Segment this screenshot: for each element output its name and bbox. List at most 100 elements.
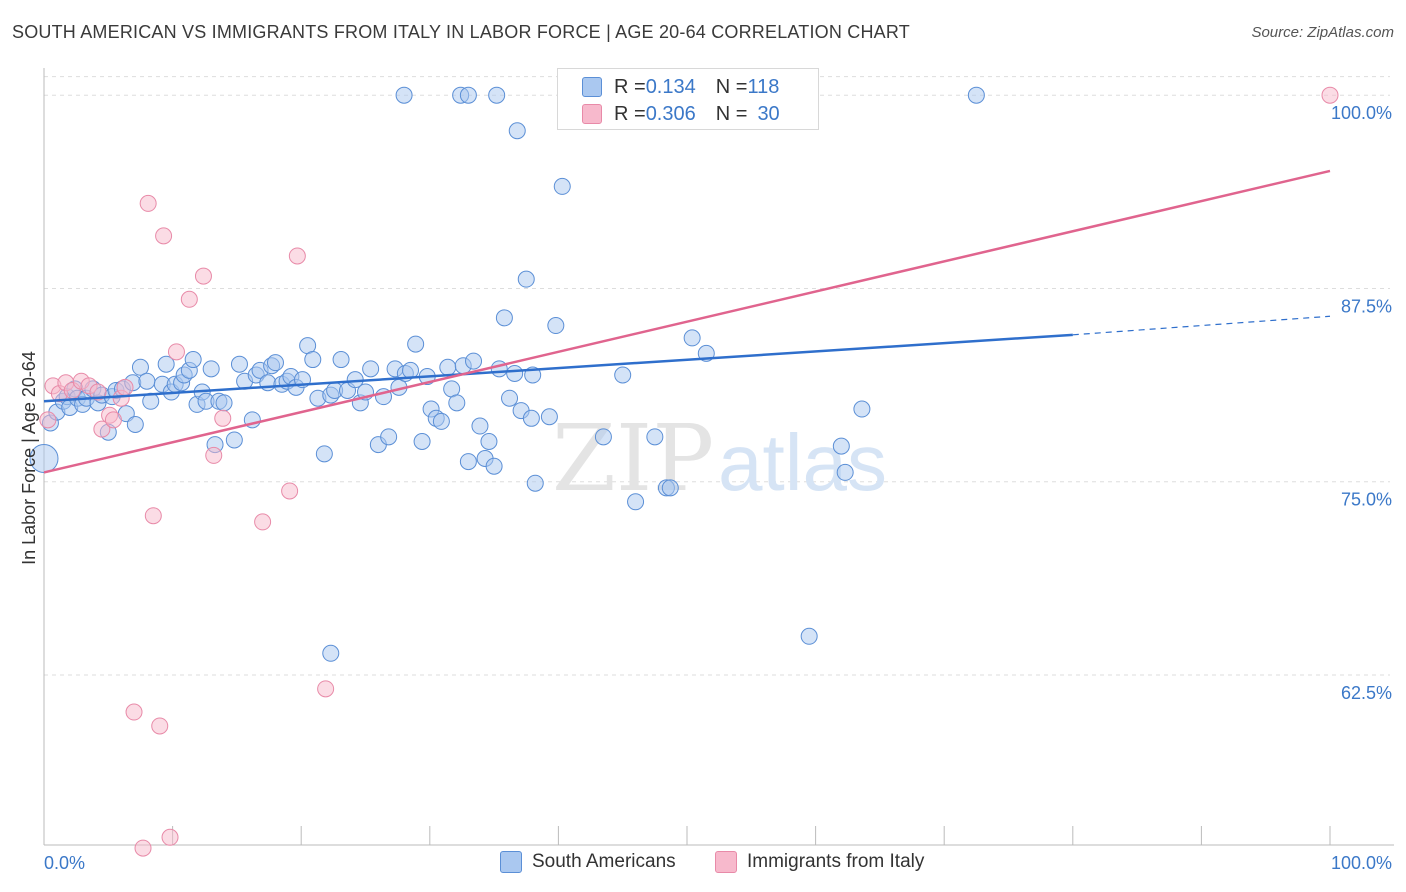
point-italy [39, 411, 57, 429]
point-south-americans [614, 366, 632, 384]
point-south-americans [646, 428, 664, 446]
point-south-americans [322, 644, 340, 662]
point-south-americans [157, 355, 175, 373]
stats-row-south-americans: R = 0.134 N = 118 [582, 74, 779, 100]
point-italy [180, 290, 198, 308]
point-italy [139, 194, 157, 212]
point-italy [288, 247, 306, 265]
point-south-americans [230, 355, 248, 373]
point-south-americans [506, 364, 524, 382]
point-italy [167, 343, 185, 361]
legend-swatch-blue [500, 851, 522, 873]
stats-swatch-blue [582, 77, 602, 97]
stats-n-value: 30 [757, 102, 780, 125]
point-south-americans [471, 417, 489, 435]
point-south-americans [225, 431, 243, 449]
point-south-americans [526, 474, 544, 492]
watermark-atlas: atlas [718, 418, 887, 507]
point-south-americans [459, 453, 477, 471]
bottom-legend: South Americans Immigrants from Italy [0, 851, 1406, 879]
stats-r-label: R = [614, 75, 646, 98]
stats-n-label: N = [715, 75, 748, 98]
point-italy [194, 267, 212, 285]
point-south-americans [402, 361, 420, 379]
legend-swatch-pink [715, 851, 737, 873]
point-south-americans [501, 389, 519, 407]
point-south-americans [439, 358, 457, 376]
point-south-americans [683, 329, 701, 347]
axis-labels: 62.5% 75.0% 87.5% 100.0% 0.0% 100.0% In Labor … [19, 103, 1392, 873]
trend-line-italy [43, 169, 1331, 474]
point-south-americans [800, 627, 818, 645]
point-south-americans [495, 309, 513, 327]
point-south-americans [459, 86, 477, 104]
chart-title: SOUTH AMERICAN VS IMMIGRANTS FROM ITALY … [12, 22, 910, 42]
point-south-americans [215, 394, 233, 412]
point-south-americans [853, 400, 871, 418]
point-south-americans [432, 412, 450, 430]
point-south-americans [832, 437, 850, 455]
point-italy [1321, 86, 1339, 104]
point-italy [281, 482, 299, 500]
point-italy [155, 227, 173, 245]
x-tick-label: 100.0% [1331, 853, 1392, 873]
point-south-americans [465, 352, 483, 370]
point-italy [134, 839, 152, 857]
point-south-americans [407, 335, 425, 353]
point-south-americans [508, 122, 526, 140]
point-south-americans [627, 493, 645, 511]
point-south-americans [836, 463, 854, 481]
trend-line-south-americans [43, 333, 1073, 403]
point-south-americans [480, 432, 498, 450]
source-label: Source: ZipAtlas.com [1251, 24, 1394, 41]
point-italy [144, 507, 162, 525]
x-tick-label: 0.0% [44, 853, 85, 873]
y-tick-label: 75.0% [1341, 490, 1392, 510]
stats-r-value: 0.306 [645, 102, 696, 125]
point-south-americans [184, 351, 202, 369]
point-italy [116, 378, 134, 396]
y-axis-label: In Labor Force | Age 20-64 [19, 351, 39, 565]
point-south-americans [202, 360, 220, 378]
point-italy [125, 703, 143, 721]
point-south-americans [488, 86, 506, 104]
stats-r-value: 0.134 [645, 75, 696, 98]
stats-n-value: 118 [747, 75, 780, 98]
point-italy [93, 420, 111, 438]
point-italy [104, 411, 122, 429]
watermark: ZIP atlas [552, 405, 887, 512]
point-south-americans [138, 372, 156, 390]
y-tick-label: 87.5% [1341, 296, 1392, 316]
legend-item-south-americans[interactable]: South Americans [500, 851, 676, 873]
trend-line-south-americans-extension [1072, 315, 1331, 336]
point-south-americans [380, 428, 398, 446]
legend-label: South Americans [532, 851, 676, 872]
stats-swatch-pink [582, 104, 602, 124]
point-south-americans [522, 409, 540, 427]
point-south-americans [29, 444, 59, 473]
stats-n-label: N = [715, 102, 748, 125]
point-south-americans [315, 445, 333, 463]
trend-lines [43, 169, 1331, 474]
point-italy [254, 513, 272, 531]
point-italy [161, 828, 179, 846]
point-italy [89, 383, 107, 401]
point-south-americans [413, 432, 431, 450]
stats-r-label: R = [614, 102, 646, 125]
point-italy [214, 409, 232, 427]
legend-label: Immigrants from Italy [747, 851, 925, 872]
point-south-americans [362, 360, 380, 378]
point-south-americans [967, 86, 985, 104]
point-italy [317, 680, 335, 698]
point-south-americans [266, 354, 284, 372]
point-south-americans [126, 415, 144, 433]
point-south-americans [304, 351, 322, 369]
point-south-americans [661, 479, 679, 497]
stats-row-italy: R = 0.306 N = 30 [582, 101, 780, 127]
y-tick-label: 100.0% [1331, 103, 1392, 123]
point-south-americans [332, 351, 350, 369]
point-south-americans [540, 408, 558, 426]
legend-item-italy[interactable]: Immigrants from Italy [715, 851, 924, 873]
point-italy [205, 446, 223, 464]
